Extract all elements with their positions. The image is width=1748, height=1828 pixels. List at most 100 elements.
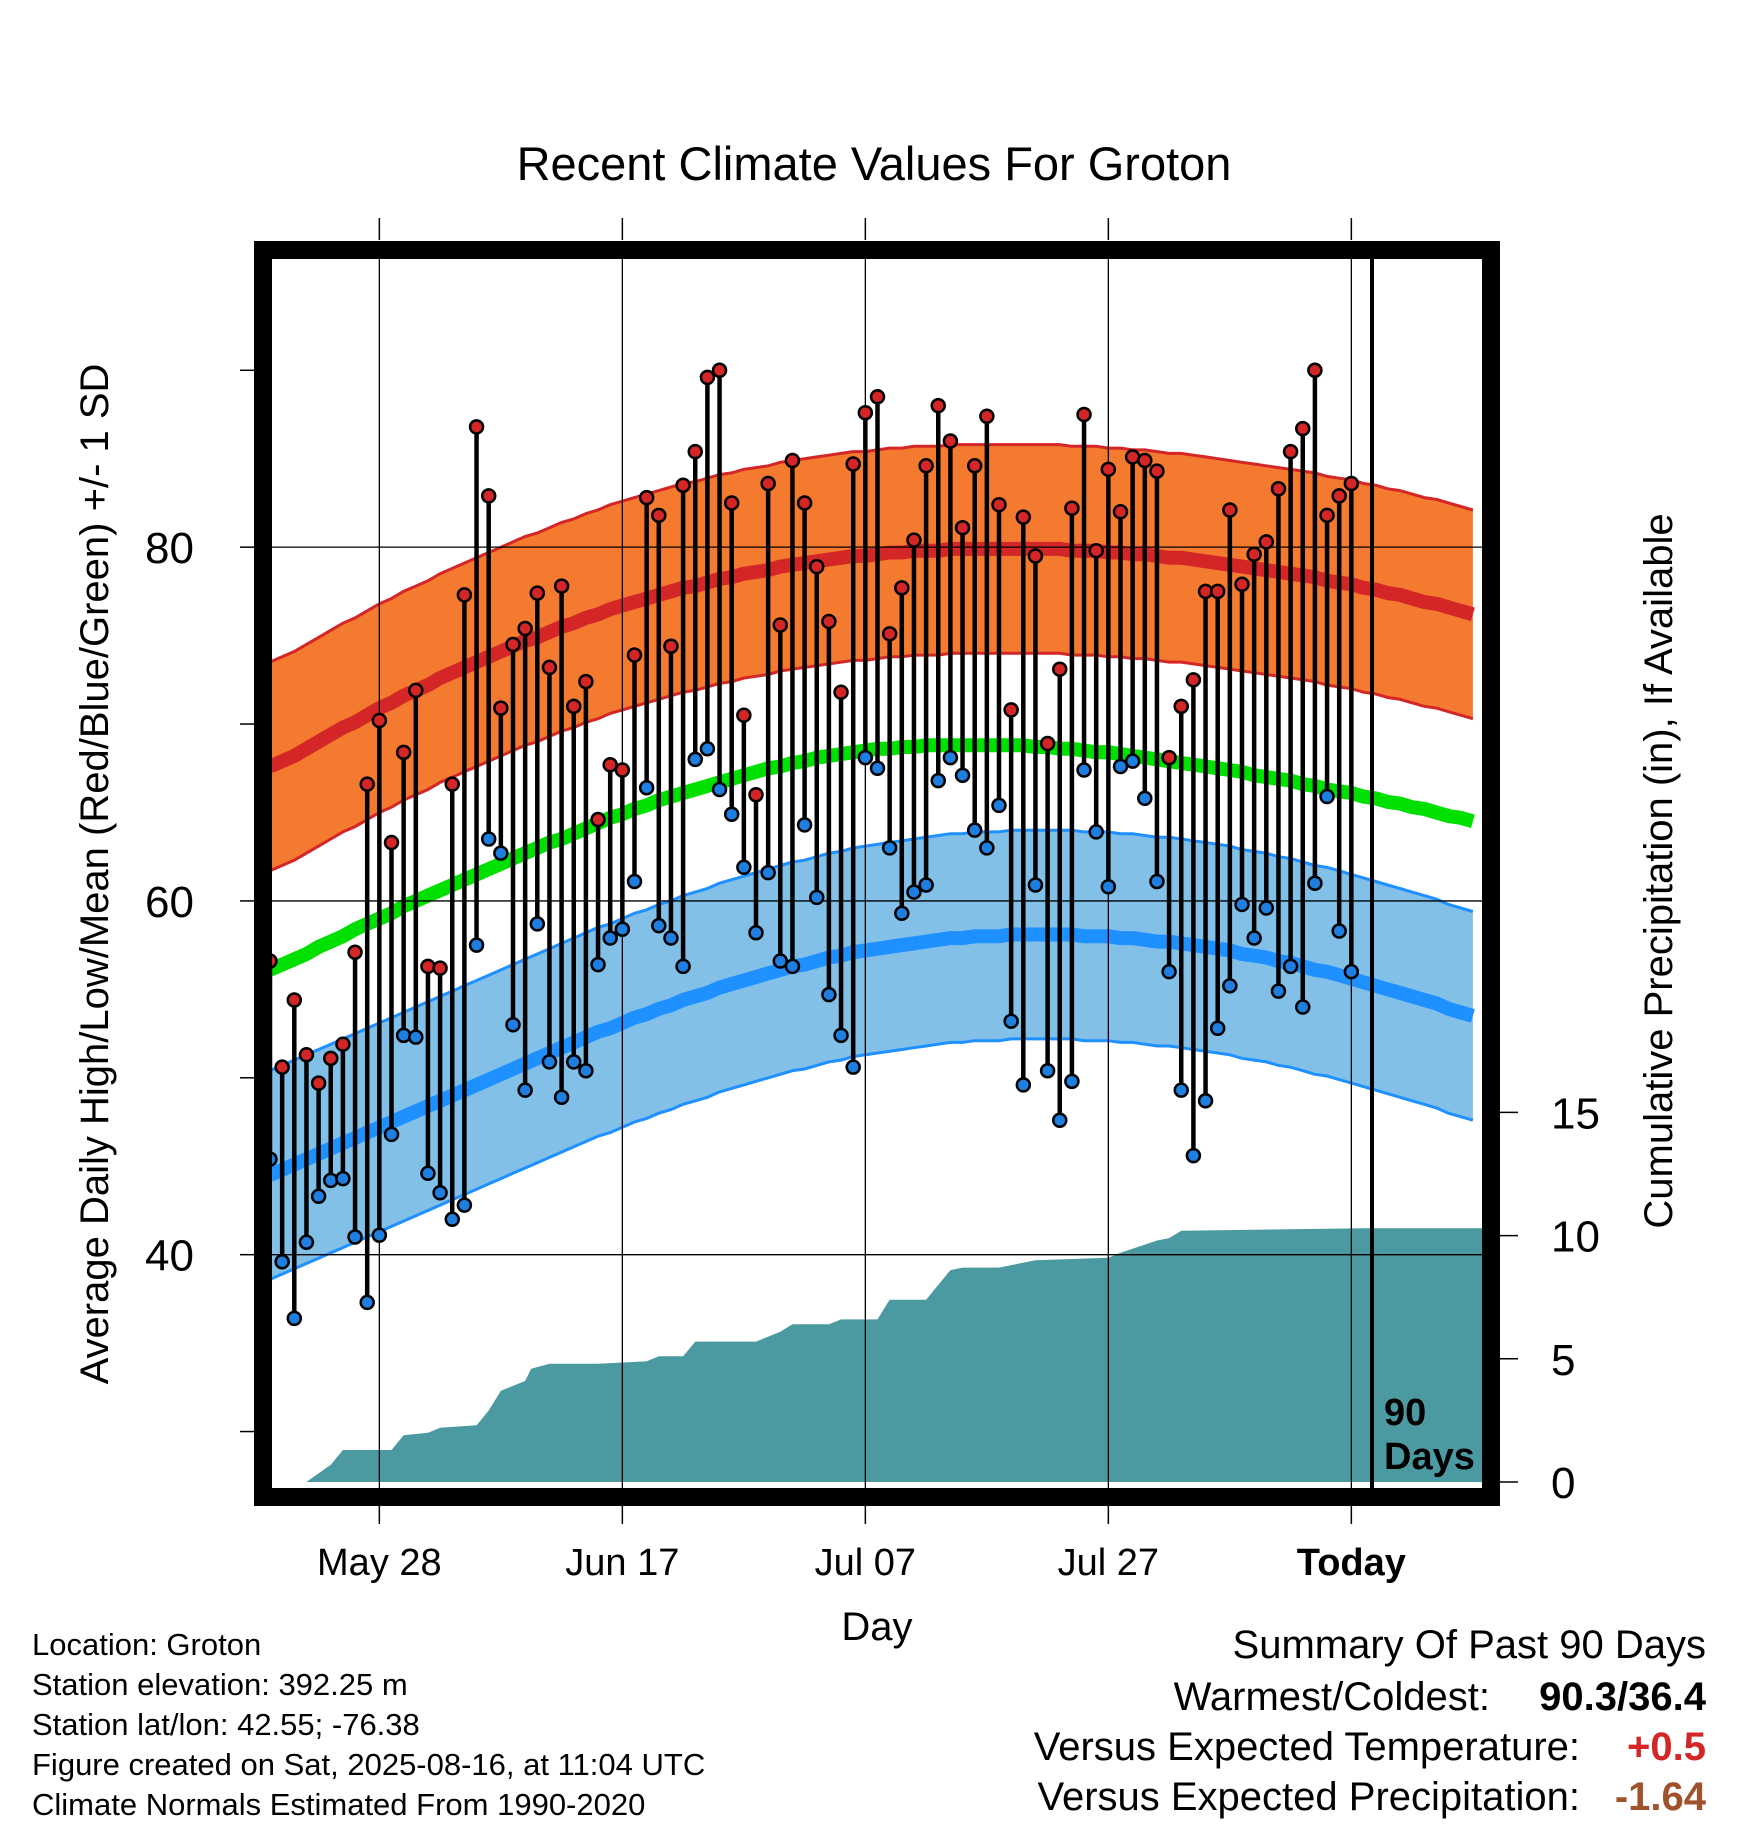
high-point xyxy=(286,992,303,1008)
temperature-departure-row: Versus Expected Temperature: +0.5 xyxy=(806,1722,1706,1772)
low-point xyxy=(408,1029,424,1045)
low-point xyxy=(942,749,959,766)
high-point xyxy=(1234,576,1250,593)
low-point xyxy=(638,779,655,796)
low-point xyxy=(602,930,618,946)
low-point xyxy=(1015,1077,1032,1093)
low-point xyxy=(1137,790,1153,807)
high-point xyxy=(736,707,752,723)
low-point xyxy=(505,1016,521,1033)
low-point xyxy=(1295,999,1311,1015)
low-point xyxy=(1149,873,1165,890)
axes: 40 60 80 0 5 10 15 May 28 Jun 17 Jul 07 Jul 27 Toda… xyxy=(145,218,1600,1584)
y-axis-left-label: Average Daily High/Low/Mean (Red/Blue/Gr… xyxy=(73,364,117,1385)
low-point xyxy=(881,840,898,856)
high-point xyxy=(723,495,740,511)
low-point xyxy=(711,781,728,798)
normal-low-band-upper-edge xyxy=(269,828,1474,1073)
x-axis-label: Day xyxy=(841,1605,912,1649)
warmest-coldest-value: 90.3/36.4 xyxy=(1539,1675,1706,1719)
high-point xyxy=(699,369,716,386)
low-point xyxy=(930,772,946,789)
high-point xyxy=(1222,502,1238,518)
normal-bands-layer xyxy=(267,443,1475,1281)
low-point xyxy=(1270,983,1287,999)
high-point xyxy=(663,638,679,654)
low-point xyxy=(1161,963,1177,980)
high-point xyxy=(638,489,655,506)
normal-mean-line xyxy=(267,738,1475,977)
high-point xyxy=(590,811,606,828)
low-point xyxy=(821,986,837,1003)
high-point xyxy=(395,744,412,761)
low-point xyxy=(310,1188,327,1205)
low-point xyxy=(1258,900,1275,916)
station-info: Location: Groton Station elevation: 392.… xyxy=(32,1625,705,1825)
low-point xyxy=(760,864,776,881)
low-point xyxy=(1112,758,1129,775)
high-point xyxy=(1185,672,1202,688)
low-point xyxy=(480,831,497,847)
low-point xyxy=(1331,923,1347,939)
precipitation-area-layer xyxy=(270,1228,1485,1482)
low-point xyxy=(541,1054,558,1070)
low-point xyxy=(456,1197,473,1213)
high-point xyxy=(1003,702,1019,718)
high-point xyxy=(906,532,922,548)
low-point xyxy=(323,1172,339,1189)
high-point xyxy=(1076,406,1092,423)
high-point xyxy=(347,944,363,960)
low-point xyxy=(651,917,667,934)
low-point xyxy=(395,1027,412,1044)
low-point xyxy=(1234,896,1250,913)
location-text: Location: Groton xyxy=(32,1627,262,1662)
high-point xyxy=(432,960,448,976)
low-point xyxy=(675,958,691,975)
high-point xyxy=(1161,749,1177,766)
high-point xyxy=(310,1075,327,1091)
high-point xyxy=(541,659,558,676)
high-point xyxy=(359,776,375,792)
low-point xyxy=(699,741,716,757)
low-point xyxy=(614,921,631,937)
warmest-coldest-row: Warmest/Coldest: 90.3/36.4 xyxy=(806,1672,1706,1722)
low-point xyxy=(809,889,825,906)
low-point xyxy=(1173,1082,1189,1098)
high-point xyxy=(1246,546,1262,562)
high-point xyxy=(578,673,594,690)
high-point xyxy=(298,1047,315,1063)
created-text: Figure created on Sat, 2025-08-16, at 11… xyxy=(32,1747,706,1782)
high-point xyxy=(651,507,667,524)
high-point xyxy=(1209,583,1226,600)
high-point xyxy=(323,1050,339,1067)
low-point xyxy=(1222,978,1238,994)
high-point xyxy=(760,475,776,492)
high-point xyxy=(1027,548,1044,564)
low-point xyxy=(954,767,971,784)
high-point xyxy=(894,580,910,596)
warmest-coldest-label: Warmest/Coldest: xyxy=(1173,1675,1490,1719)
high-point xyxy=(1270,481,1287,497)
high-point xyxy=(1064,500,1080,516)
low-point xyxy=(1076,762,1092,778)
high-point xyxy=(420,958,436,975)
high-point xyxy=(335,1036,351,1052)
high-point xyxy=(468,419,485,435)
low-point xyxy=(1343,963,1360,980)
normal-low-line xyxy=(267,927,1475,1182)
low-point xyxy=(371,1227,388,1243)
low-point xyxy=(1197,1093,1214,1109)
high-point xyxy=(809,558,825,575)
low-point xyxy=(1039,1062,1056,1079)
precipitation-departure-value: -1.64 xyxy=(1614,1775,1706,1819)
low-point xyxy=(979,840,995,856)
y-right-tick-label: 15 xyxy=(1551,1089,1600,1138)
low-point xyxy=(590,956,606,973)
low-point xyxy=(517,1082,533,1098)
low-point xyxy=(420,1165,436,1182)
daily-points xyxy=(263,362,1360,1327)
high-point xyxy=(626,647,643,663)
ninety-days-label: 90 xyxy=(1384,1392,1426,1434)
low-point xyxy=(748,925,764,941)
high-point xyxy=(602,756,618,773)
